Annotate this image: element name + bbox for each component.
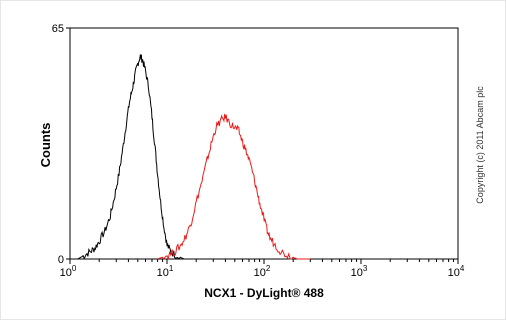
x-tick-base: 10 (448, 267, 460, 279)
x-tick-label: 102 (254, 264, 271, 279)
copyright-text: Copyright (c) 2011 Abcam plc (475, 86, 485, 204)
x-tick-base: 10 (60, 267, 72, 279)
x-tick-base: 10 (254, 267, 266, 279)
x-tick-exponent: 2 (266, 264, 271, 273)
series-layer (77, 54, 311, 261)
x-tick-label: 104 (448, 264, 465, 279)
x-axis-title: NCX1 - DyLight® 488 (204, 286, 324, 300)
y-tick-label: 0 (58, 254, 64, 266)
x-tick-exponent: 1 (169, 264, 174, 273)
y-tick-label: 65 (52, 23, 64, 35)
x-axis: 100 101 102 103 104 (60, 259, 465, 279)
x-tick-label: 100 (60, 264, 77, 279)
x-tick-base: 10 (351, 267, 363, 279)
x-tick-label: 101 (157, 264, 174, 279)
y-axis-title: Counts (38, 123, 53, 168)
x-tick-base: 10 (157, 267, 169, 279)
x-tick-exponent: 4 (460, 264, 465, 273)
histogram-series-2 (157, 113, 311, 261)
x-tick-label: 103 (351, 264, 368, 279)
x-tick-exponent: 3 (363, 264, 368, 273)
plot-area (69, 27, 459, 260)
y-axis: 0 65 (52, 23, 70, 266)
x-tick-exponent: 0 (72, 264, 77, 273)
histogram-series-1 (77, 54, 185, 260)
